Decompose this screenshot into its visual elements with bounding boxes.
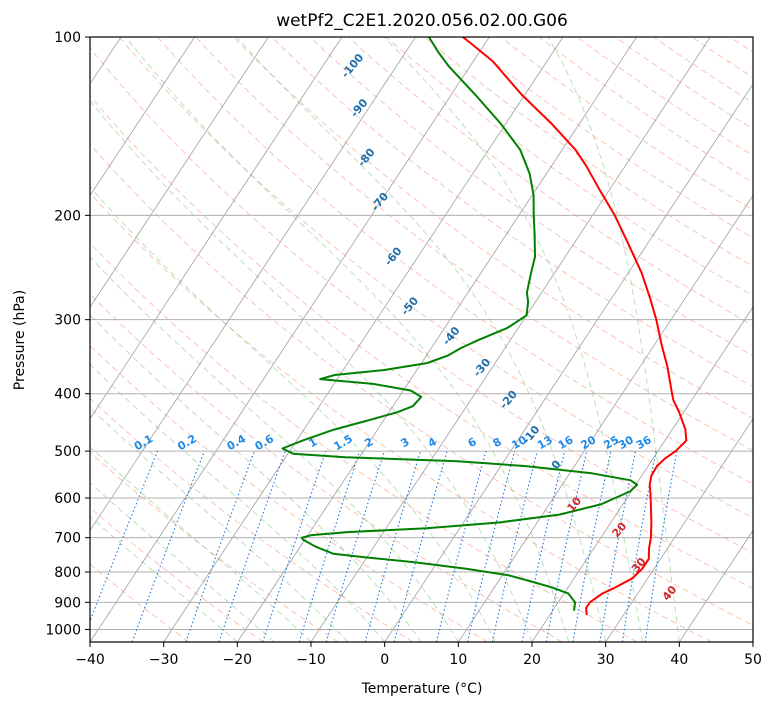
x-tick-label: −40 xyxy=(75,652,105,668)
isotherm-line xyxy=(90,37,490,642)
series-layer xyxy=(281,37,688,615)
plot-frame xyxy=(89,36,754,643)
x-tick-label: 0 xyxy=(380,652,389,668)
dry-adiabat-line xyxy=(90,95,753,590)
moist-adiabat-line xyxy=(90,99,533,642)
dry-adiabat-line xyxy=(90,451,339,642)
x-tick-label: −20 xyxy=(223,652,253,668)
x-tick-label: 10 xyxy=(449,652,467,668)
mixing-ratio-line xyxy=(218,450,286,642)
dewpoint-line xyxy=(281,37,639,611)
background-lines xyxy=(90,37,753,642)
moist-adiabat-line xyxy=(90,407,349,642)
isotherm-line xyxy=(605,418,753,642)
y-axis: 1000 900 800 700 600 500 400 300 200 100 xyxy=(45,30,90,638)
x-tick-label: 50 xyxy=(744,652,762,668)
isotherm-line xyxy=(531,306,753,642)
mixing-ratio-line xyxy=(325,450,385,642)
mixing-ratio-line xyxy=(393,450,448,642)
y-tick-label: 1000 xyxy=(45,622,81,638)
x-tick-label: 40 xyxy=(670,652,688,668)
x-axis-label: Temperature (°C) xyxy=(361,681,483,697)
isotherm-line xyxy=(163,37,564,642)
isotherm-line xyxy=(90,37,269,308)
mixing-ratio-line xyxy=(435,450,487,642)
dry-adiabat-line xyxy=(347,37,753,326)
moist-adiabat-line xyxy=(236,37,607,642)
dry-adiabat-line xyxy=(90,397,414,642)
y-axis-label: Pressure (hPa) xyxy=(12,290,28,390)
mixing-ratio-line xyxy=(131,450,205,642)
y-tick-label: 500 xyxy=(54,444,81,460)
x-axis: −40 −30 −20 −10 0 10 20 30 40 50 xyxy=(75,642,762,668)
y-tick-label: 800 xyxy=(54,565,81,581)
moist-adiabat-line xyxy=(547,37,680,642)
mixing-ratio-line xyxy=(298,450,361,642)
y-tick-label: 400 xyxy=(54,387,81,403)
dry-adiabat-line xyxy=(90,47,753,554)
mixing-ratio-line xyxy=(262,450,327,642)
mixing-ratio-line xyxy=(364,450,422,642)
isotherm-line xyxy=(384,83,753,642)
y-tick-label: 700 xyxy=(54,531,81,547)
mixing-ratio-line xyxy=(491,450,538,642)
y-tick-label: 300 xyxy=(54,313,81,329)
x-tick-label: 30 xyxy=(597,652,615,668)
isotherm-line xyxy=(90,37,416,532)
temperature-line xyxy=(462,37,688,615)
dry-adiabat-line xyxy=(90,143,753,626)
dry-adiabat-line xyxy=(118,37,753,519)
x-tick-label: −10 xyxy=(296,652,326,668)
dry-adiabat-line xyxy=(90,293,563,642)
mixing-ratio-line xyxy=(185,450,255,642)
isotherm-line xyxy=(457,194,753,642)
x-tick-label: −30 xyxy=(149,652,179,668)
moist-adiabat-line xyxy=(383,37,643,642)
dry-adiabat-line xyxy=(424,37,753,268)
mixing-ratio-line xyxy=(90,450,159,623)
isotherm-line xyxy=(90,37,343,420)
moist-adiabat-line xyxy=(90,363,386,642)
dry-adiabat-line xyxy=(233,37,753,420)
dry-adiabat-line xyxy=(500,37,753,211)
dry-adiabat-line xyxy=(462,37,753,239)
chart-title: wetPf2_C2E1.2020.056.02.00.G06 xyxy=(276,11,568,31)
isotherm-line xyxy=(90,37,195,197)
dry-adiabat-line xyxy=(195,37,753,452)
mixing-ratio-line xyxy=(466,450,516,642)
dry-adiabat-line xyxy=(90,242,638,642)
y-tick-label: 600 xyxy=(54,491,81,507)
moist-adiabat-line xyxy=(125,37,570,642)
x-tick-label: 20 xyxy=(523,652,541,668)
moist-adiabat-line xyxy=(90,482,275,642)
isotherm-line xyxy=(678,529,753,642)
isotherm-line xyxy=(310,37,711,642)
y-tick-label: 100 xyxy=(54,30,81,46)
moist-adiabat-line xyxy=(90,314,422,642)
y-tick-label: 200 xyxy=(54,208,81,224)
y-tick-label: 900 xyxy=(54,595,81,611)
moist-adiabat-line xyxy=(90,256,459,642)
moist-adiabat-line xyxy=(90,515,238,642)
